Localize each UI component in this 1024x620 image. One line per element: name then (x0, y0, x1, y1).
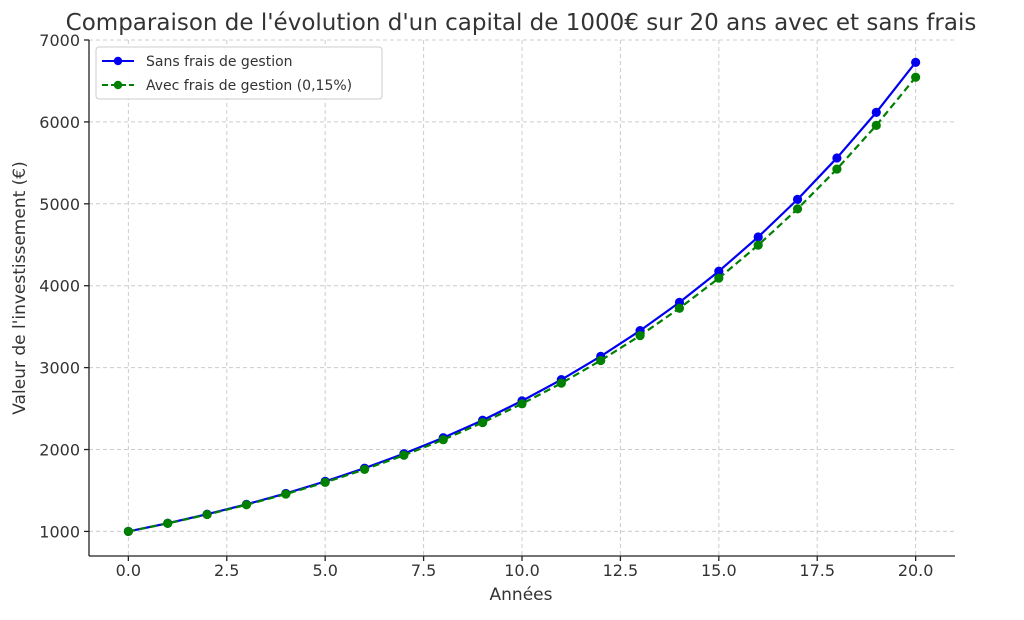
data-point-avec-frais (911, 72, 921, 82)
data-point-sans-frais (871, 107, 881, 118)
data-point-avec-frais (753, 240, 763, 250)
grid (89, 39, 955, 556)
data-point-sans-frais (832, 153, 842, 163)
data-point-avec-frais (399, 450, 409, 460)
data-point-avec-frais (281, 489, 291, 499)
data-point-sans-frais (911, 57, 921, 67)
data-point-avec-frais (320, 477, 330, 487)
y-tick-label: 2000 (39, 441, 80, 460)
data-point-avec-frais (202, 509, 212, 520)
chart-title: Comparaison de l'évolution d'un capital … (66, 10, 977, 36)
legend-label-sans-frais: Sans frais de gestion (146, 54, 293, 70)
data-point-avec-frais (123, 526, 133, 537)
y-axis-label: Valeur de l'investissement (€) (10, 161, 30, 415)
x-tick-label: 17.5 (799, 561, 835, 580)
x-tick-label: 15.0 (701, 561, 737, 580)
legend-item-sans-frais: Sans frais de gestion (102, 54, 293, 70)
y-tick-label: 6000 (39, 113, 80, 132)
data-point-avec-frais (871, 120, 881, 130)
y-tick-label: 5000 (39, 195, 80, 214)
x-tick-label: 12.5 (603, 561, 639, 580)
data-point-avec-frais (438, 435, 448, 445)
data-point-avec-frais (163, 518, 173, 529)
data-point-avec-frais (517, 399, 527, 409)
data-point-sans-frais (792, 194, 803, 204)
y-tick-label: 4000 (39, 277, 80, 296)
data-point-avec-frais (359, 464, 370, 475)
y-tick-label: 3000 (39, 359, 80, 378)
data-point-avec-frais (674, 303, 685, 313)
data-point-avec-frais (832, 164, 842, 174)
axes: 0.0 2.5 5.0 7.5 10.0 12.5 15.0 17.5 20.0 1000 2000… (39, 31, 955, 580)
legend-box (95, 46, 383, 100)
series-line-avec-frais (128, 76, 917, 533)
legend-item-avec-frais: Avec frais de gestion (0,15%) (102, 78, 352, 94)
x-tick-label: 10.0 (504, 561, 540, 580)
data-point-avec-frais (596, 355, 606, 366)
legend: Sans frais de gestion Avec frais de gest… (95, 46, 383, 100)
x-tick-label: 7.5 (411, 561, 436, 580)
data-point-sans-frais (753, 232, 763, 242)
y-tick-label: 1000 (39, 522, 80, 541)
legend-marker-avec-frais (113, 80, 123, 90)
x-tick-label: 20.0 (898, 561, 934, 580)
x-tick-label: 5.0 (312, 561, 337, 580)
series-layer (123, 57, 921, 537)
data-point-avec-frais (792, 204, 803, 214)
legend-marker-sans-frais (113, 56, 123, 66)
data-point-avec-frais (478, 417, 488, 428)
x-tick-label: 2.5 (214, 561, 239, 580)
data-point-avec-frais (635, 330, 645, 341)
data-point-sans-frais (714, 266, 724, 276)
data-point-avec-frais (714, 273, 724, 283)
x-tick-label: 0.0 (116, 561, 141, 580)
legend-label-avec-frais: Avec frais de gestion (0,15%) (146, 78, 352, 94)
data-point-avec-frais (556, 378, 566, 388)
x-axis-label: Années (490, 585, 553, 605)
data-point-avec-frais (241, 500, 252, 510)
y-tick-label: 7000 (39, 31, 80, 50)
